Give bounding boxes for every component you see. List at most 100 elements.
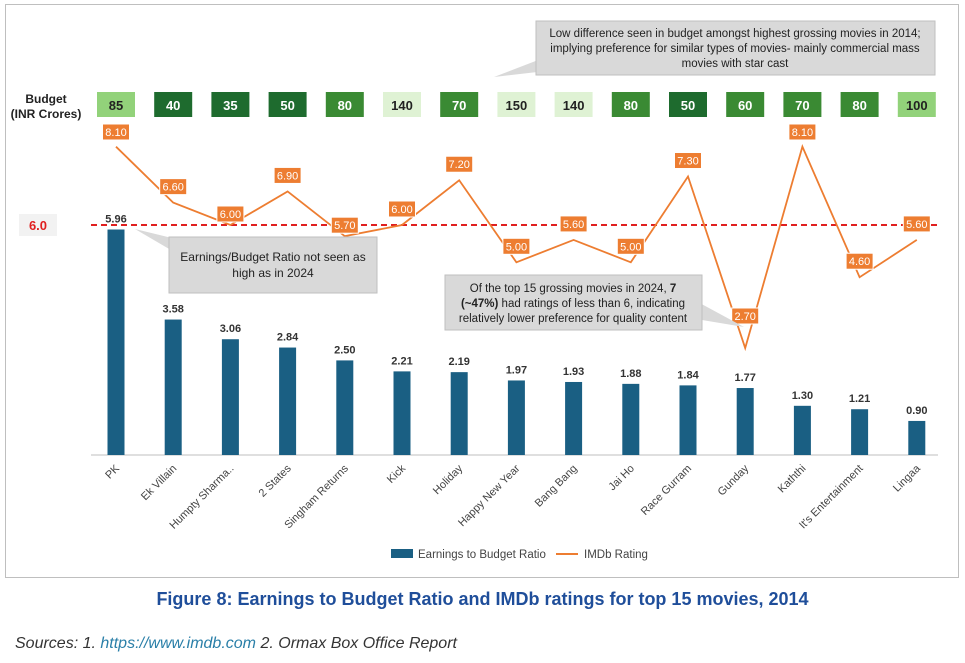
budget-box-10 (669, 92, 707, 117)
bar-4 (336, 360, 354, 455)
budget-value-10: 50 (681, 98, 695, 113)
bar-label-6: 2.19 (448, 356, 469, 368)
budget-box-11 (726, 92, 765, 117)
rating-label-box-1 (159, 178, 188, 196)
chart-frame: 5.96 3.58 3.06 2.84 2.50 2.21 2.19 1.97 1.93 1.88… (5, 4, 959, 578)
rating-label-5: 6.00 (391, 204, 412, 216)
bar-label-1: 3.58 (162, 304, 183, 316)
category-label-3: 2 States (257, 462, 294, 499)
budget-value-9: 80 (624, 98, 638, 113)
bar-1 (164, 319, 182, 455)
bar-label-9: 1.88 (620, 368, 641, 380)
bar-label-10: 1.84 (677, 369, 699, 381)
rating-label-6: 7.20 (448, 159, 469, 171)
bar-label-0: 5.96 (105, 214, 126, 226)
ratio-note-pointer (135, 229, 176, 253)
budget-note-line-1: implying preference for similar types of… (550, 43, 920, 55)
category-label-14: Lingaa (891, 462, 923, 494)
ratio-note-line-0: Earnings/Budget Ratio not seen as (180, 250, 365, 264)
bar-label-8: 1.93 (563, 366, 584, 378)
figure-caption: Figure 8: Earnings to Budget Ratio and I… (156, 589, 809, 609)
bar-9 (622, 383, 640, 455)
budget-note-line-2: movies with star cast (682, 58, 790, 70)
legend-swatch-bars (391, 549, 413, 558)
budget-value-11: 60 (738, 98, 752, 113)
rating-label-box-10 (674, 152, 702, 170)
bar-label-12: 1.30 (792, 390, 813, 402)
bar-label-7: 1.97 (506, 364, 527, 376)
rating-note-pointer (696, 301, 744, 327)
budget-box-9 (611, 92, 650, 117)
bar-label-2: 3.06 (220, 323, 241, 335)
rating-label-14: 5.60 (906, 219, 927, 231)
imdb-link[interactable]: https://www.imdb.com (100, 635, 256, 652)
bar-label-13: 1.21 (849, 393, 870, 405)
bar-14 (908, 420, 926, 455)
budget-box-5 (383, 92, 421, 117)
rating-label-box-8 (559, 215, 588, 233)
rating-label-box-6 (445, 155, 474, 173)
budget-row-title: Budget (25, 92, 66, 106)
budget-note-line-0: Low difference seen in budget amongst hi… (549, 28, 920, 40)
sources-line: Sources: 1. https://www.imdb.com 2. Orma… (15, 635, 457, 653)
bar-7 (507, 380, 525, 455)
sources-rest: 2. Ormax Box Office Report (260, 635, 457, 652)
bar-3 (279, 347, 297, 455)
budget-value-2: 35 (223, 98, 237, 113)
budget-box-8 (554, 92, 593, 117)
category-label-2: Humpty Sharma.. (168, 463, 237, 532)
category-label-10: Race Gurram (639, 463, 694, 518)
imdb-rating-line (115, 144, 918, 352)
budget-value-1: 40 (166, 98, 180, 113)
budget-value-0: 85 (109, 98, 123, 113)
rating-label-8: 5.60 (563, 219, 584, 231)
rating-label-box-7 (502, 237, 531, 255)
budget-box-13 (840, 92, 879, 117)
rating-label-box-9 (616, 237, 645, 255)
bar-5 (393, 371, 411, 455)
ratio-note-box (168, 236, 378, 294)
category-label-4: Singham Returns (282, 462, 351, 531)
legend-label-bars: Earnings to Budget Ratio (418, 549, 546, 561)
rating-label-3: 6.90 (277, 170, 298, 182)
budget-box-1 (154, 92, 193, 117)
budget-value-14: 100 (906, 98, 928, 113)
bar-label-11: 1.77 (734, 372, 755, 384)
bar-2 (221, 339, 239, 455)
bar-label-14: 0.90 (906, 405, 927, 417)
bar-11 (736, 388, 754, 455)
category-label-1: Ek Villain (139, 463, 179, 503)
rating-label-box-4 (330, 216, 359, 234)
budget-note-pointer (494, 57, 546, 77)
bar-13 (851, 409, 869, 455)
budget-value-12: 70 (795, 98, 809, 113)
rating-label-11: 2.70 (734, 311, 755, 323)
budget-box-14 (897, 92, 936, 117)
rating-label-box-12 (788, 123, 817, 141)
bar-12 (793, 405, 811, 455)
chart-svg: 5.96 3.58 3.06 2.84 2.50 2.21 2.19 1.97 1.93 1.88… (11, 20, 938, 561)
budget-box-2 (211, 92, 250, 117)
legend-label-line: IMDb Rating (584, 549, 648, 561)
rating-label-box-0 (102, 123, 130, 141)
budget-value-4: 80 (338, 98, 352, 113)
rating-note-line-0: Of the top 15 grossing movies in 2024, 7 (470, 283, 677, 295)
rating-label-9: 5.00 (620, 241, 641, 253)
bar-0 (107, 229, 125, 455)
rating-label-7: 5.00 (506, 241, 527, 253)
budget-box-7 (497, 92, 536, 117)
budget-note-box (535, 20, 936, 76)
rating-label-13: 4.60 (849, 256, 870, 268)
rating-label-4: 5.70 (334, 220, 355, 232)
rating-note-line-2: relatively lower preference for quality … (459, 313, 688, 325)
rating-label-box-2 (216, 205, 245, 223)
budget-row-subtitle: (INR Crores) (11, 107, 82, 121)
rating-label-box-11 (731, 307, 760, 325)
bar-label-4: 2.50 (334, 344, 355, 356)
category-label-13: It's Entertainment (797, 463, 866, 532)
category-label-7: Happy New Year (456, 462, 523, 529)
budget-box-0 (97, 92, 135, 117)
budget-value-8: 140 (563, 98, 585, 113)
rating-label-2: 6.00 (220, 209, 241, 221)
category-label-12: Kaththi (776, 463, 809, 496)
